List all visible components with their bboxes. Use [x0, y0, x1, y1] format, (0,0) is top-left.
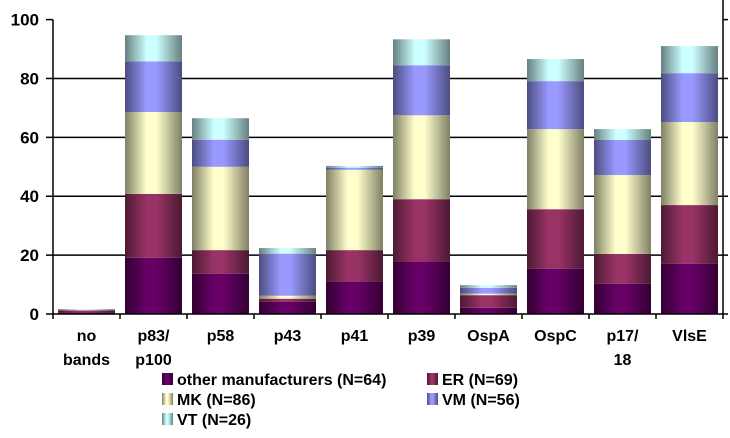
legend-label: VM (N=56) [442, 392, 520, 409]
bar-segment [326, 282, 383, 314]
x-tick-label: p83/ [137, 328, 170, 345]
bar-segment [661, 122, 718, 205]
bar-segment [661, 73, 718, 122]
bar-segment [527, 81, 584, 129]
bar-segment [393, 262, 450, 314]
x-tick-label: OspC [534, 328, 577, 345]
legend-label: other manufacturers (N=64) [177, 372, 386, 389]
legend-label: MK (N=86) [177, 392, 256, 409]
bar-segment [594, 175, 651, 254]
x-tick-label: p39 [408, 328, 436, 345]
y-tick-label: 0 [30, 305, 39, 324]
bar-segment [259, 299, 316, 302]
bar-segment [393, 115, 450, 199]
bar-segment [661, 205, 718, 264]
bar-segment [58, 310, 115, 312]
x-tick-label: p58 [207, 328, 235, 345]
legend: other manufacturers (N=64) ER (N=69) MK (N… [162, 372, 520, 429]
bar-segment [326, 250, 383, 282]
x-tick-label: p43 [274, 328, 302, 345]
bar-segment [594, 140, 651, 175]
x-tick-label: OspA [467, 328, 510, 345]
legend-swatch [162, 413, 173, 425]
legend-swatch [162, 393, 173, 405]
bar-segment [393, 39, 450, 65]
bar-segment [661, 46, 718, 73]
x-tick-label: p17/ [606, 328, 639, 345]
bar-segment [460, 288, 517, 294]
bar-segment [594, 284, 651, 314]
bar-segment [460, 285, 517, 288]
legend-label: VT (N=26) [177, 412, 251, 429]
bar-segment [393, 199, 450, 261]
y-tick-label: 100 [11, 11, 39, 30]
bar-segment [125, 112, 182, 194]
bar-segment [259, 302, 316, 314]
x-tick-label: VlsE [672, 328, 707, 345]
bar-segment [527, 129, 584, 209]
x-tick-labels: no bands p83/p100 p58 p43 p41 p39 OspA OspC p17/1… [63, 328, 707, 369]
bars [58, 35, 718, 314]
bar-segment [527, 269, 584, 314]
y-tick-labels: 0 20 40 60 80 100 [11, 11, 39, 324]
bar-segment [326, 168, 383, 170]
bar-segment [259, 254, 316, 296]
legend-swatch [427, 393, 438, 405]
x-tick-label: no [77, 328, 97, 345]
x-tick-label: bands [63, 352, 110, 369]
bar-segment [192, 274, 249, 314]
bar-segment [326, 170, 383, 250]
legend-swatch [162, 373, 173, 385]
y-tick-label: 80 [20, 69, 39, 88]
legend-swatch [427, 373, 438, 385]
bar-segment [58, 310, 115, 311]
bar-segment [259, 296, 316, 299]
bar-segment [192, 250, 249, 274]
bar-segment [125, 258, 182, 314]
bar-segment [527, 59, 584, 81]
bar-segment [527, 209, 584, 268]
bar-segment [460, 308, 517, 314]
bar-segment [594, 254, 651, 284]
legend-label: ER (N=69) [442, 372, 518, 389]
x-tick-label: p41 [341, 328, 369, 345]
x-tick-label: p100 [135, 352, 172, 369]
bar-segment [259, 248, 316, 254]
y-tick-label: 60 [20, 128, 39, 147]
x-tick-label: 18 [614, 352, 632, 369]
bar-segment [594, 129, 651, 140]
bar-segment [326, 166, 383, 168]
bar-segment [192, 167, 249, 250]
bar-segment [460, 295, 517, 308]
y-tick-label: 20 [20, 246, 39, 265]
bar-segment [661, 264, 718, 314]
bar-segment [125, 35, 182, 61]
bar-segment [125, 61, 182, 112]
bar-segment [192, 118, 249, 139]
bar-segment [125, 194, 182, 258]
y-tick-label: 40 [20, 187, 39, 206]
bar-segment [460, 294, 517, 295]
bar-segment [393, 65, 450, 115]
bar-segment [192, 140, 249, 167]
